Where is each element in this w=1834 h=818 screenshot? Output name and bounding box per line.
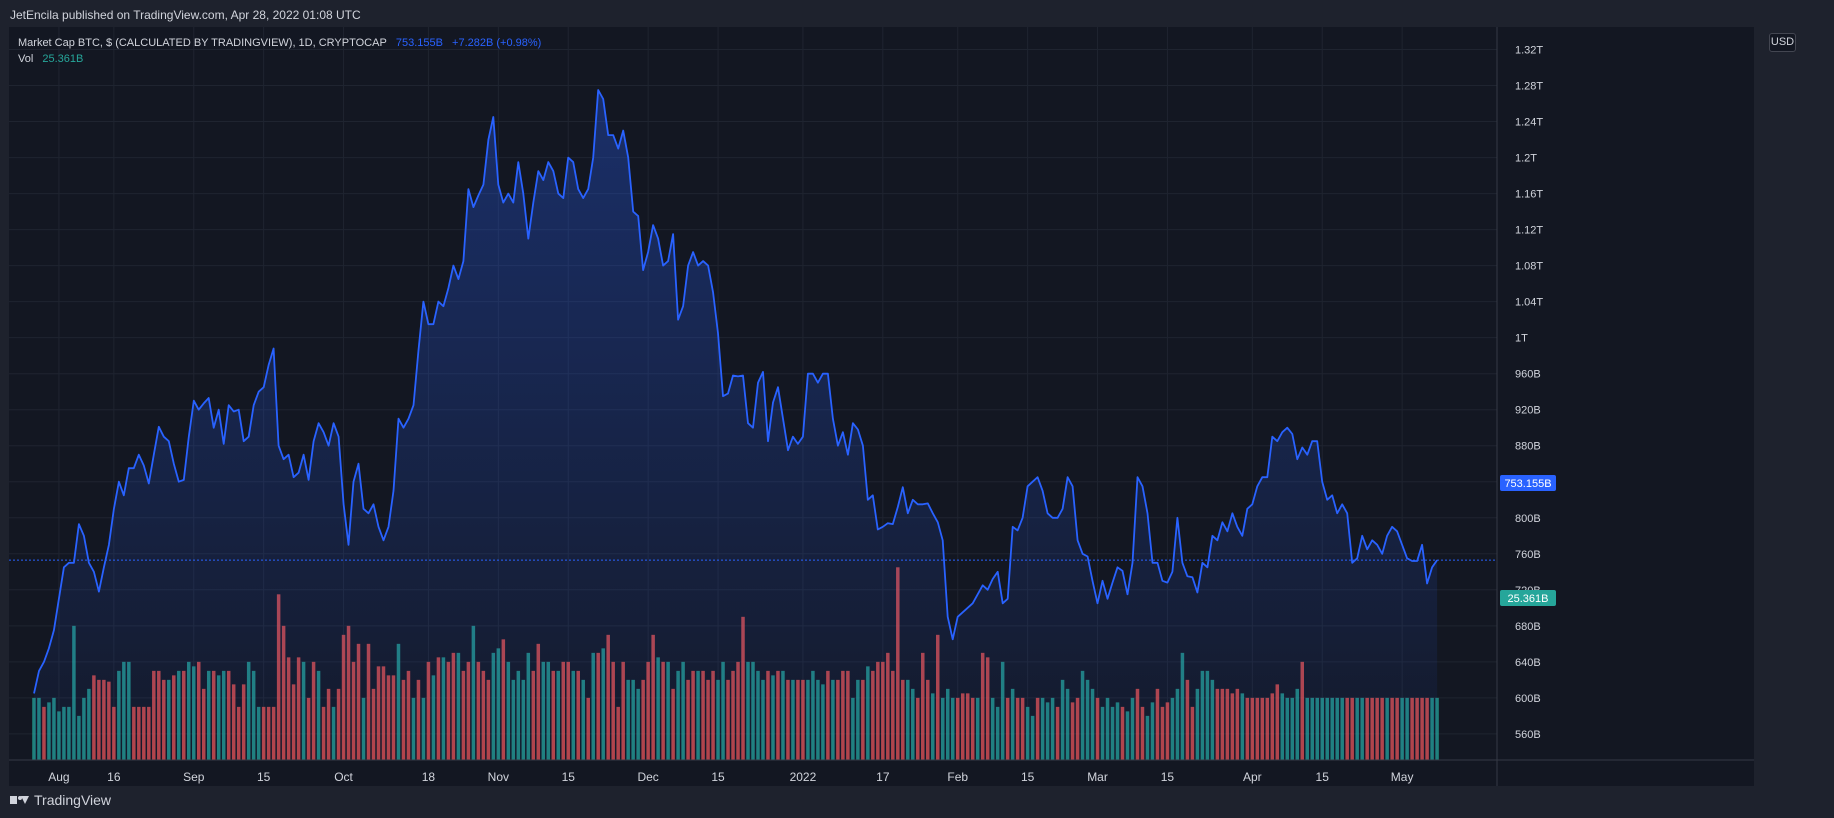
value-tags: 753.155B 25.361B	[1500, 475, 1556, 606]
volume-legend-row[interactable]: Vol 25.361B	[18, 51, 541, 67]
last-price-tag	[1500, 475, 1556, 491]
last-price-tag-text: 753.155B	[1504, 478, 1551, 490]
series-last-value: 753.155B	[395, 37, 443, 49]
price-tick-label: 1T	[1515, 333, 1528, 345]
price-tick-label: 1.24T	[1515, 117, 1543, 129]
series-label: Market Cap BTC, $ (CALCULATED BY TRADING…	[18, 37, 387, 49]
price-tick-label: 1.16T	[1515, 189, 1543, 201]
time-tick-label: May	[1391, 770, 1414, 784]
price-tick-label: 1.12T	[1515, 225, 1543, 237]
price-area	[34, 90, 1438, 760]
series-change: +7.282B (+0.98%)	[452, 37, 542, 49]
time-tick-label: Apr	[1243, 770, 1262, 784]
time-tick-label: 15	[1021, 770, 1035, 784]
price-chart[interactable]: 560B600B640B680B720B760B800B840B880B920B…	[9, 27, 1754, 786]
time-tick-label: 15	[562, 770, 576, 784]
volume-tag	[1500, 590, 1556, 606]
volume-label: Vol	[18, 53, 34, 65]
time-tick-label: Sep	[183, 770, 205, 784]
currency-button[interactable]: USD	[1769, 33, 1796, 52]
price-tick-label: 1.32T	[1515, 45, 1543, 57]
price-tick-label: 640B	[1515, 657, 1541, 669]
time-tick-label: 15	[1161, 770, 1175, 784]
price-tick-label: 600B	[1515, 693, 1541, 705]
time-tick-label: Dec	[637, 770, 658, 784]
time-tick-label: Mar	[1087, 770, 1108, 784]
price-tick-label: 1.08T	[1515, 261, 1543, 273]
time-tick-label: 18	[422, 770, 436, 784]
time-tick-label: 2022	[790, 770, 817, 784]
time-tick-label: Oct	[334, 770, 353, 784]
price-axis[interactable]: 560B600B640B680B720B760B800B840B880B920B…	[1515, 45, 1543, 741]
price-tick-label: 1.04T	[1515, 297, 1543, 309]
volume-value: 25.361B	[42, 53, 84, 65]
publisher-text: JetEncila published on TradingView.com, …	[10, 8, 361, 22]
price-tick-label: 1.28T	[1515, 81, 1543, 93]
price-line	[33, 89, 1438, 694]
volume-tag-text: 25.361B	[1508, 593, 1549, 605]
time-tick-label: Feb	[947, 770, 968, 784]
time-tick-label: Nov	[488, 770, 509, 784]
time-tick-label: Aug	[48, 770, 69, 784]
time-axis[interactable]: Aug 16 Sep 15 Oct 18 Nov 15 Dec 15 2022 17 Feb 15 Mar 1…	[48, 770, 1413, 784]
publisher-bar: JetEncila published on TradingView.com, …	[0, 0, 1834, 27]
brand-name: TradingView	[34, 792, 112, 808]
volume-bar	[32, 697, 36, 760]
time-tick-label: 15	[711, 770, 725, 784]
time-tick-label: 16	[107, 770, 121, 784]
price-tick-label: 680B	[1515, 621, 1541, 633]
footer-brand[interactable]: TradingView	[10, 792, 111, 808]
price-tick-label: 960B	[1515, 369, 1541, 381]
chart-panel[interactable]: 560B600B640B680B720B760B800B840B880B920B…	[9, 27, 1754, 786]
time-tick-label: 15	[257, 770, 271, 784]
price-tick-label: 1.2T	[1515, 153, 1537, 165]
time-tick-label: 17	[876, 770, 890, 784]
price-tick-label: 560B	[1515, 729, 1541, 741]
series-legend-row[interactable]: Market Cap BTC, $ (CALCULATED BY TRADING…	[18, 35, 541, 51]
time-tick-label: 15	[1316, 770, 1330, 784]
price-tick-label: 760B	[1515, 549, 1541, 561]
tradingview-logo-icon	[10, 794, 29, 806]
price-tick-label: 800B	[1515, 513, 1541, 525]
price-tick-label: 920B	[1515, 405, 1541, 417]
price-tick-label: 880B	[1515, 441, 1541, 453]
chart-legend: Market Cap BTC, $ (CALCULATED BY TRADING…	[18, 35, 541, 67]
